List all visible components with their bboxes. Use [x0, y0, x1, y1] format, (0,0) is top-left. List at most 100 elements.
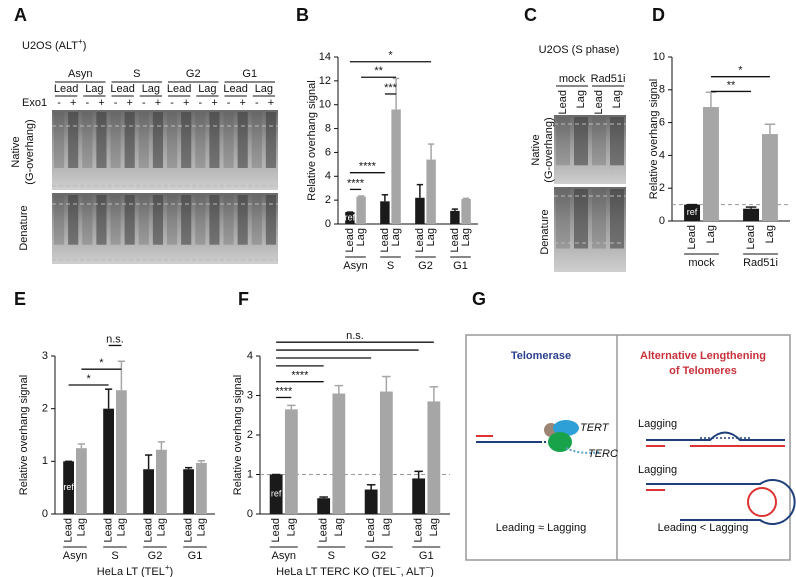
x-tick-label: Lead — [449, 228, 461, 252]
gel-lane — [610, 189, 624, 249]
y-axis-label: Relative overhang signal — [648, 79, 660, 199]
gel-lane — [223, 195, 234, 245]
gel-lane — [68, 112, 79, 168]
condition-label: G1 — [242, 68, 257, 80]
strand-label: Lag — [85, 83, 103, 95]
gel-title-part: U2OS (ALT — [22, 40, 78, 52]
gel-lane — [82, 195, 93, 245]
y-tick-label: 10 — [319, 99, 331, 111]
gel-lane — [152, 195, 163, 245]
y-tick-label: 0 — [659, 215, 665, 227]
group-label: Rad51i — [743, 257, 778, 269]
x-tick-label: Lead — [183, 518, 195, 542]
treatment-level: + — [211, 97, 217, 109]
bar — [461, 198, 471, 224]
treatment-level: + — [70, 97, 76, 109]
significance-label: **** — [347, 177, 365, 189]
gel-lane — [181, 112, 192, 168]
significance-label: * — [388, 50, 393, 62]
y-tick-label: 3 — [247, 389, 253, 401]
y-tick-label: 0 — [325, 218, 331, 230]
y-axis-label: Relative overhang signal — [306, 80, 318, 200]
x-tick-label: Lead — [318, 518, 330, 542]
panel-label: B — [296, 5, 309, 25]
panel-label: F — [238, 289, 249, 309]
x-tick-label: Lag — [333, 518, 345, 536]
treatment-level: + — [98, 97, 104, 109]
x-tick-label: Lag — [764, 225, 776, 243]
y-tick-label: 4 — [247, 350, 253, 362]
bar — [380, 201, 390, 224]
gel-lane — [237, 112, 248, 168]
group-label: Asyn — [343, 260, 367, 272]
bar — [345, 212, 355, 224]
condition-label: G2 — [186, 68, 201, 80]
gel-lane — [138, 195, 149, 245]
treatment-level: + — [126, 97, 132, 109]
strand — [646, 431, 785, 441]
bar — [426, 159, 436, 224]
gel-side-label: (G-overhang) — [543, 117, 555, 182]
significance-label: ** — [727, 79, 736, 91]
treatment-level: - — [198, 97, 202, 109]
t-loop — [747, 487, 777, 517]
y-tick-label: 2 — [325, 194, 331, 206]
bar — [379, 391, 393, 514]
bar — [143, 469, 154, 514]
bar — [364, 489, 378, 514]
gel-lane — [209, 112, 220, 168]
gel-lane — [138, 112, 149, 168]
y-tick-label: 10 — [653, 51, 665, 63]
group-label: G1 — [419, 550, 434, 562]
gel-lane — [265, 195, 276, 245]
x-tick-label: Lead — [414, 228, 426, 252]
bar — [156, 449, 167, 514]
caption: Leading < Lagging — [658, 522, 749, 534]
label: TERC — [588, 448, 618, 460]
group-label: G2 — [418, 260, 433, 272]
y-tick-label: 6 — [659, 117, 665, 129]
gel-lane — [574, 189, 588, 249]
y-tick-label: 4 — [325, 170, 331, 182]
gel-lane — [167, 112, 178, 168]
condition-label: S — [133, 68, 140, 80]
y-tick-label: 1 — [247, 468, 253, 480]
x-tick-label: Lead — [270, 518, 282, 542]
strand-label: Lag — [611, 90, 623, 108]
bar — [63, 461, 74, 514]
y-tick-label: 3 — [42, 350, 48, 362]
gel-lane — [96, 195, 107, 245]
strand-label: Lag — [142, 83, 160, 95]
significance-label: n.s. — [346, 330, 364, 342]
gel-lane — [110, 195, 121, 245]
t-loop — [646, 479, 796, 525]
bar — [702, 107, 719, 221]
gel-lane — [209, 195, 220, 245]
x-tick-label: Lag — [155, 518, 167, 536]
x-axis-label: HeLa LT TERC KO (TEL−, ALT−) — [276, 563, 434, 577]
group-label: Asyn — [272, 550, 296, 562]
panel-label: E — [14, 289, 26, 309]
gel-lane — [556, 117, 570, 166]
gel-lane — [265, 112, 276, 168]
gel-lane — [251, 195, 262, 245]
bar — [427, 401, 441, 514]
gel-title: U2OS (S phase) — [539, 44, 620, 56]
significance-label: *** — [384, 82, 398, 94]
x-tick-label: Lag — [460, 228, 472, 246]
group-label: G2 — [371, 550, 386, 562]
label: Lagging — [638, 418, 677, 430]
group-label: S — [387, 260, 394, 272]
gel-lane — [195, 112, 206, 168]
gel-lane — [181, 195, 192, 245]
y-tick-label: 1 — [42, 455, 48, 467]
y-tick-label: 2 — [247, 429, 253, 441]
x-tick-label: Lead — [63, 518, 75, 542]
bar — [415, 197, 425, 224]
rna — [565, 447, 601, 454]
group-label: Asyn — [63, 550, 87, 562]
bar — [183, 469, 194, 514]
gel-lane — [110, 112, 121, 168]
treatment-level: - — [142, 97, 146, 109]
